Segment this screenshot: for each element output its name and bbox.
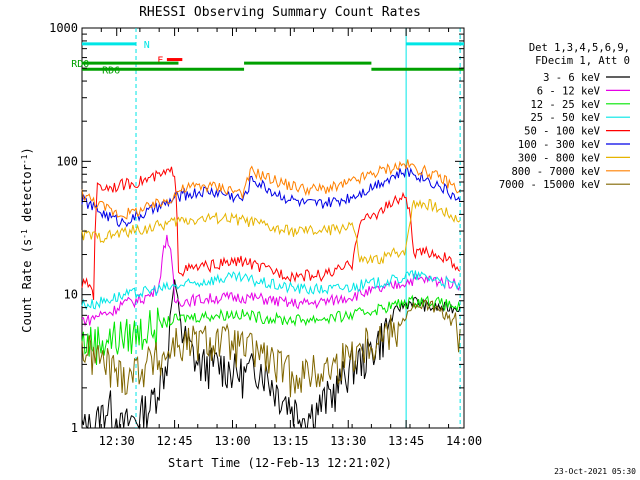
flag-label-rd6: RD6 (102, 65, 120, 76)
y-axis-label-main: Count Rate (s (20, 239, 34, 333)
series-line-300-800-kev (81, 198, 461, 265)
y-axis-label-sup1: -1 (20, 229, 29, 239)
x-tick-label: 13:30 (330, 434, 366, 448)
legend-header-line-1: Det 1,3,4,5,6,9, (529, 42, 630, 54)
flag-label-f: F (157, 56, 163, 67)
x-tick-label: 12:30 (99, 434, 135, 448)
x-tick-label: 12:45 (157, 434, 193, 448)
series-line-800-7000-kev (81, 159, 461, 220)
legend-label-6-12-kev: 6 - 12 keV (537, 85, 601, 97)
series-line-50-100-kev (81, 166, 461, 300)
chart-title: RHESSI Observing Summary Count Rates (139, 5, 421, 20)
x-tick-label: 13:15 (272, 434, 308, 448)
axis-ticks: 12:30 12:45 13:00 13:15 13:30 13:45 14:00 1 10 10… (49, 21, 482, 448)
legend-label-12-25-kev: 12 - 25 keV (530, 99, 600, 111)
y-tick-label: 100 (56, 154, 78, 168)
y-axis-label-mid: detector (20, 164, 34, 229)
series-line-6-12-kev (81, 234, 461, 327)
legend-label-25-50-kev: 25 - 50 keV (530, 112, 600, 124)
legend: Det 1,3,4,5,6,9, FDecim 1, Att 0 3 - 6 k… (499, 42, 630, 191)
y-axis-label-sup2: -1 (20, 154, 29, 164)
x-tick-label: 14:00 (446, 434, 482, 448)
y-axis-label-end: ) (20, 147, 34, 154)
legend-label-7000-15000-kev: 7000 - 15000 keV (499, 179, 601, 191)
legend-label-100-300-kev: 100 - 300 keV (518, 139, 601, 151)
series-line-25-50-kev (81, 270, 461, 311)
timestamp: 23-Oct-2021 05:30 (554, 467, 636, 476)
flag-label-n: N (144, 40, 150, 51)
y-tick-label: 1 (71, 421, 78, 435)
series-line-100-300-kev (81, 164, 461, 228)
legend-label-800-7000-kev: 800 - 7000 keV (511, 166, 600, 178)
status-flags: NF RD0 RD6 (71, 28, 464, 428)
series-lines (81, 159, 461, 430)
x-tick-label: 13:00 (214, 434, 250, 448)
legend-header-line-2: FDecim 1, Att 0 (535, 55, 630, 67)
y-axis-label: Count Rate (s-1 detector-1) (20, 147, 35, 332)
legend-label-300-800-kev: 300 - 800 keV (518, 152, 601, 164)
plot-frame (81, 27, 465, 429)
legend-label-50-100-kev: 50 - 100 keV (524, 126, 601, 138)
plot-axes (81, 27, 465, 429)
y-tick-label: 10 (64, 288, 78, 302)
x-tick-label: 13:45 (388, 434, 424, 448)
x-axis-label: Start Time (12-Feb-13 12:21:02) (168, 456, 392, 470)
y-tick-label: 1000 (49, 21, 78, 35)
series-line-12-25-kev (81, 294, 461, 366)
flag-label-rd0: RD0 (71, 59, 89, 70)
series-line-7000-15000-kev (81, 299, 461, 398)
legend-label-3-6-kev: 3 - 6 keV (543, 72, 601, 84)
